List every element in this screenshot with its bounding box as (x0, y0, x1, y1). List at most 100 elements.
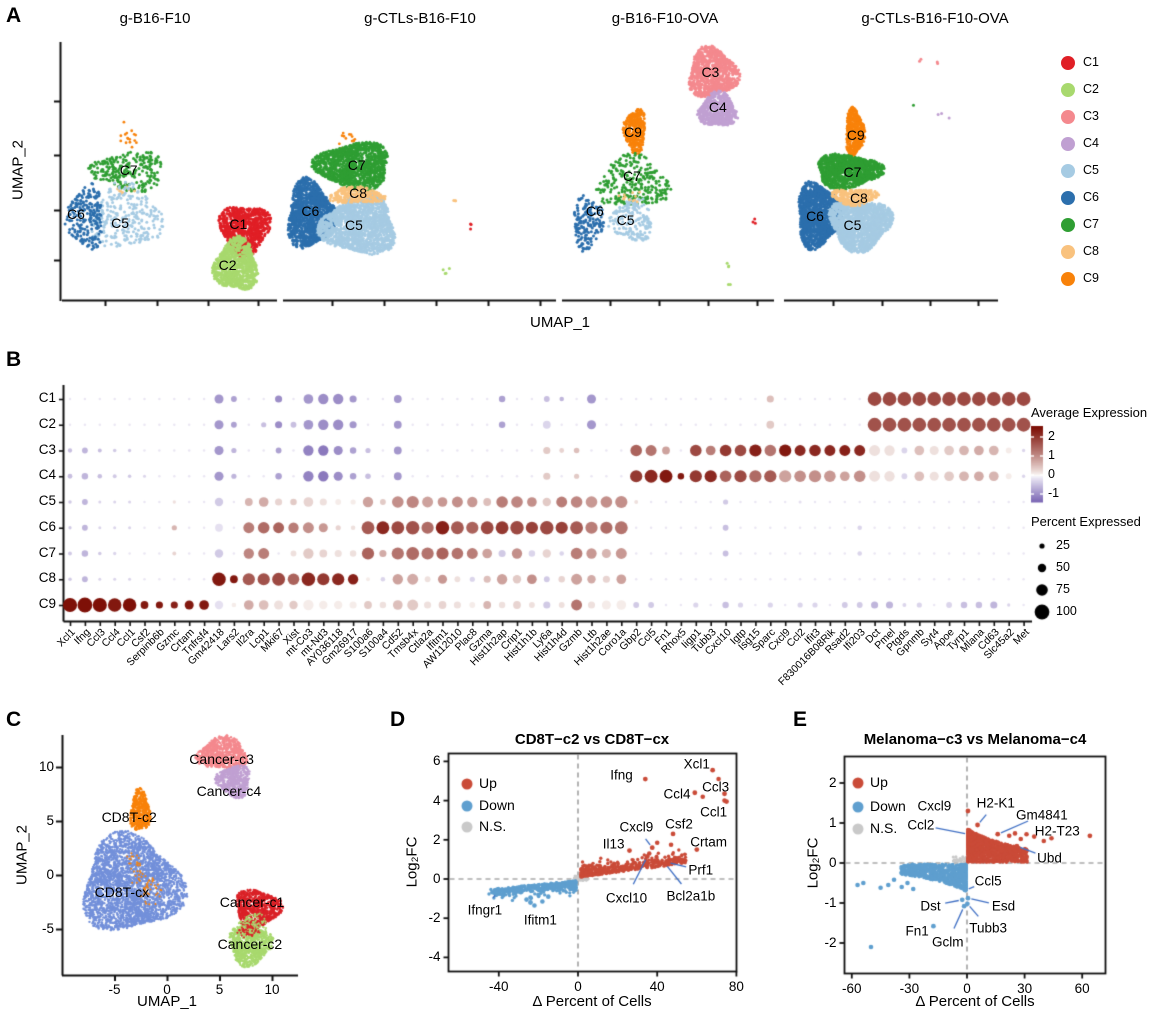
annotation-Ccl2: Ccl2 (907, 817, 935, 833)
annotation-Cxcl10: Cxcl10 (605, 890, 648, 906)
dotplot-row-label-C8: C8 (38, 570, 56, 586)
colorbar-tick-1: 1 (1048, 448, 1055, 462)
tick-x--60: -60 (842, 980, 862, 996)
legend-swatch-C9 (1061, 272, 1075, 286)
annotation-Xcl1: Xcl1 (683, 756, 710, 772)
tick-x--40: -40 (489, 978, 509, 994)
colorbar-title: Average Expression (1031, 405, 1148, 420)
tick-x-30: 30 (1017, 980, 1033, 996)
panel-c-y-tick-0: 0 (46, 867, 54, 882)
legend-label-C4: C4 (1083, 136, 1099, 150)
umap-title-g-CTLs-B16-F10-OVA: g-CTLs-B16-F10-OVA (861, 10, 1009, 27)
dotplot-row-label-C3: C3 (38, 441, 56, 457)
legend-swatch-C3 (1061, 110, 1075, 124)
annotation-Prf1: Prf1 (688, 862, 714, 878)
umap-title-g-CTLs-B16-F10: g-CTLs-B16-F10 (364, 10, 476, 27)
tick-y--1: -1 (824, 895, 837, 910)
panel-c-y-tick-10: 10 (38, 759, 54, 774)
umap-cluster-label-C4: C4 (708, 98, 727, 115)
umap-cluster-label-C7: C7 (347, 156, 366, 173)
legend-label-C3: C3 (1083, 109, 1099, 123)
umap-cluster-label-Cancer-c3: Cancer-c3 (189, 751, 254, 768)
legend-label-C9: C9 (1083, 271, 1099, 285)
annotation-H2-K1: H2-K1 (976, 795, 1015, 811)
tick-y-4: 4 (432, 792, 441, 808)
size-legend-title: Percent Expressed (1031, 514, 1141, 529)
tick-x-40: 40 (649, 978, 665, 994)
panel-b-letter: B (6, 348, 22, 371)
annotation-Ccl5: Ccl5 (974, 873, 1002, 889)
tick-y--2: -2 (824, 935, 837, 950)
panel-c-x-tick-5: 5 (215, 982, 224, 997)
umap-cluster-label-C6: C6 (806, 208, 824, 225)
legend-label-C2: C2 (1083, 82, 1099, 96)
panel-d-title: CD8T−c2 vs CD8T−cx (514, 731, 670, 748)
annotation-Gm4841: Gm4841 (1015, 807, 1068, 823)
size-tick-25: 25 (1056, 538, 1070, 552)
annotation-H2-T23: H2-T23 (1034, 823, 1080, 839)
tick-x--30: -30 (899, 980, 920, 996)
legend-Down: Down (479, 797, 515, 813)
umap-cluster-label-C6: C6 (301, 202, 320, 219)
dotplot-row-label-C7: C7 (38, 544, 56, 560)
annotation-Ubd: Ubd (1037, 850, 1062, 866)
panel-c-x-axis-label: UMAP_1 (136, 993, 198, 1010)
legend-swatch-C7 (1061, 218, 1075, 232)
legend-label-C6: C6 (1083, 190, 1099, 204)
legend-NS: N.S. (479, 818, 507, 834)
annotation-Esd: Esd (991, 898, 1016, 914)
umap-title-g-B16-F10-OVA: g-B16-F10-OVA (611, 10, 719, 27)
annotation-Tubb3: Tubb3 (969, 920, 1007, 936)
umap-cluster-label-C8: C8 (849, 190, 868, 207)
annotation-Fn1: Fn1 (905, 923, 929, 939)
annotation-Crtam: Crtam (690, 834, 728, 850)
panel-a-x-axis-label: UMAP_1 (529, 314, 591, 331)
umap-cluster-label-C2: C2 (218, 257, 237, 274)
dotplot-row-label-C1: C1 (38, 390, 56, 405)
legend-label-C5: C5 (1083, 163, 1099, 177)
panel-c-x-tick--5: -5 (108, 982, 121, 997)
legend-label-C8: C8 (1083, 244, 1099, 258)
tick-y-2: 2 (828, 775, 837, 790)
tick-x-0: 0 (963, 980, 971, 996)
dotplot-row-label-C5: C5 (38, 493, 56, 508)
legend-Down: Down (870, 798, 906, 814)
annotation-Gclm: Gclm (932, 934, 964, 950)
umap-cluster-label-C5: C5 (616, 212, 635, 229)
umap-cluster-label-C1: C1 (229, 215, 248, 232)
umap-cluster-label-C8: C8 (349, 184, 368, 201)
dotplot-row-label-C9: C9 (38, 596, 56, 611)
annotation-Ifngr1: Ifngr1 (467, 902, 503, 918)
annotation-Ccl3: Ccl3 (702, 779, 730, 795)
panel-c-letter: C (6, 708, 22, 731)
umap-cluster-label-C7: C7 (623, 168, 641, 185)
annotation-Csf2: Csf2 (665, 816, 693, 832)
panel-a-y-axis-label: UMAP_2 (9, 139, 27, 201)
legend-label-C7: C7 (1083, 217, 1099, 231)
legend-swatch-C5 (1061, 164, 1075, 178)
umap-cluster-label-C5: C5 (111, 214, 129, 231)
panel-d-x-axis-label: Δ Percent of Cells (532, 993, 652, 1010)
panel-c-y-tick-5: 5 (46, 813, 54, 828)
annotation-Cxcl9: Cxcl9 (619, 819, 654, 835)
tick-x-80: 80 (728, 978, 744, 994)
legend-swatch-C1 (1061, 56, 1075, 70)
panel-d-letter: D (390, 708, 406, 731)
panel-a-letter: A (6, 4, 22, 27)
umap-title-g-B16-F10: g-B16-F10 (119, 10, 191, 27)
tick-y-1: 1 (828, 815, 837, 830)
umap-cluster-label-C5: C5 (345, 217, 363, 234)
annotation-Ccl1: Ccl1 (700, 804, 728, 820)
dotplot-row-label-C2: C2 (38, 415, 56, 431)
umap-cluster-label-C5: C5 (843, 217, 862, 234)
panel-c-x-tick-10: 10 (264, 982, 280, 997)
size-tick-50: 50 (1056, 560, 1070, 574)
tick-y-0: 0 (828, 855, 837, 870)
umap-cluster-label-C6: C6 (67, 205, 85, 222)
colorbar-tick-0: 0 (1048, 467, 1055, 481)
tick-x-0: 0 (574, 978, 582, 994)
size-tick-75: 75 (1056, 582, 1070, 596)
annotation-Ifitm1: Ifitm1 (523, 912, 557, 928)
legend-Up: Up (870, 774, 888, 790)
